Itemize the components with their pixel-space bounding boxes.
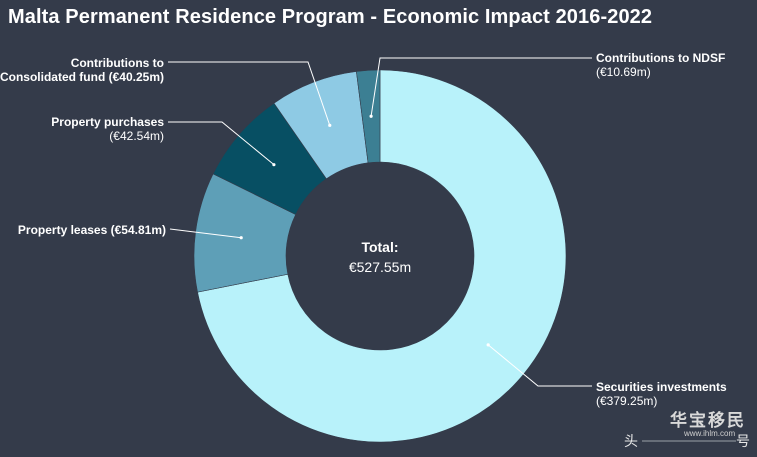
chart-title: Malta Permanent Residence Program - Econ… (8, 6, 653, 28)
watermark-sub: www.ihlm.com (683, 429, 735, 438)
label-property-leases-line: Property leases (€54.81m) (18, 223, 166, 237)
total-label: Total: (361, 239, 398, 255)
leader-securities-dot (486, 343, 490, 347)
label-property-purchases: Property purchases (€42.54m) (51, 115, 164, 143)
watermark: 华宝移民 www.ihlm.com 头 号 (624, 410, 750, 449)
slice-securities-investments (197, 69, 567, 443)
label-securities-value: (€379.25m) (596, 394, 657, 408)
leader-consolidated-fund (168, 61, 331, 126)
leader-property-leases (169, 228, 242, 239)
total-value: €527.55m (349, 259, 411, 275)
label-ndsf-name: Contributions to NDSF (596, 51, 725, 65)
label-property-leases-value: (€54.81m) (111, 223, 166, 237)
label-property-leases: Property leases (€54.81m) (18, 223, 166, 237)
watermark-right-char: 号 (736, 433, 750, 449)
label-ndsf-value: (€10.69m) (596, 65, 651, 79)
label-property-purchases-name: Property purchases (51, 115, 164, 129)
label-ndsf: Contributions to NDSF (€10.69m) (596, 51, 725, 79)
leader-ndsf (370, 57, 592, 117)
watermark-left-char: 头 (624, 433, 638, 449)
leader-ndsf-dot (369, 114, 373, 118)
leader-property-leases-dot (239, 236, 243, 240)
leader-consolidated-fund-dot (328, 123, 332, 127)
leader-securities (487, 344, 592, 387)
label-consolidated-fund-name-1: Contributions to (71, 56, 164, 70)
label-securities: Securities investments (€379.25m) (596, 380, 727, 408)
label-securities-name: Securities investments (596, 380, 727, 394)
label-leader-lines (168, 57, 592, 387)
label-consolidated-fund: Contributions to Consolidated fund (€40.… (0, 56, 164, 84)
leader-property-purchases (168, 121, 275, 166)
label-consolidated-fund-value: (€40.25m) (109, 70, 164, 84)
label-consolidated-fund-name-2: Consolidated fund (€40.25m) (0, 70, 164, 84)
watermark-text: 华宝移民 (670, 410, 746, 430)
donut-slices (193, 69, 567, 443)
label-property-leases-name: Property leases (18, 223, 108, 237)
label-property-purchases-value: (€42.54m) (109, 129, 164, 143)
leader-property-purchases-dot (272, 163, 276, 167)
slice-ndsf (356, 69, 381, 164)
